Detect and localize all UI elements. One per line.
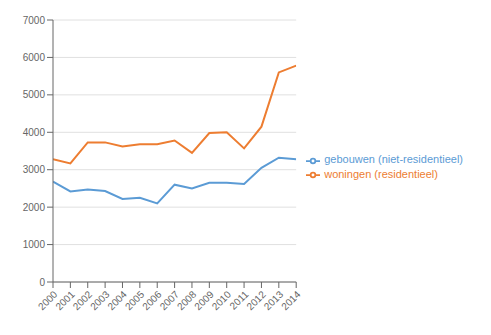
svg-text:0: 0 (39, 277, 45, 288)
svg-text:2014: 2014 (279, 288, 303, 312)
svg-text:2005: 2005 (122, 288, 147, 313)
svg-text:2004: 2004 (105, 288, 129, 313)
html-text:woningen (residentieel): woningen (residentieel) (324, 167, 438, 180)
svg-text:1000: 1000 (23, 239, 46, 250)
svg-text:2002: 2002 (70, 288, 95, 313)
svg-text:2007: 2007 (157, 288, 181, 313)
svg-text:2013: 2013 (261, 288, 286, 313)
svg-text:2012: 2012 (244, 288, 268, 313)
svg-text:2011: 2011 (227, 288, 251, 312)
svg-text:2000: 2000 (23, 202, 46, 213)
html-text:gebouwen (niet-residentieel): gebouwen (niet-residentieel) (324, 153, 463, 166)
svg-text:5000: 5000 (23, 89, 46, 100)
svg-text:2003: 2003 (88, 288, 112, 313)
svg-text:2010: 2010 (209, 288, 234, 313)
svg-text:3000: 3000 (23, 164, 46, 175)
svg-text:2009: 2009 (192, 288, 216, 313)
svg-text:2008: 2008 (174, 288, 199, 313)
svg-text:6000: 6000 (23, 52, 46, 63)
svg-text:2000: 2000 (35, 288, 60, 313)
svg-text:7000: 7000 (23, 15, 46, 26)
svg-text:2006: 2006 (140, 288, 164, 313)
svg-text:4000: 4000 (23, 127, 46, 138)
svg-text:2001: 2001 (53, 288, 77, 313)
